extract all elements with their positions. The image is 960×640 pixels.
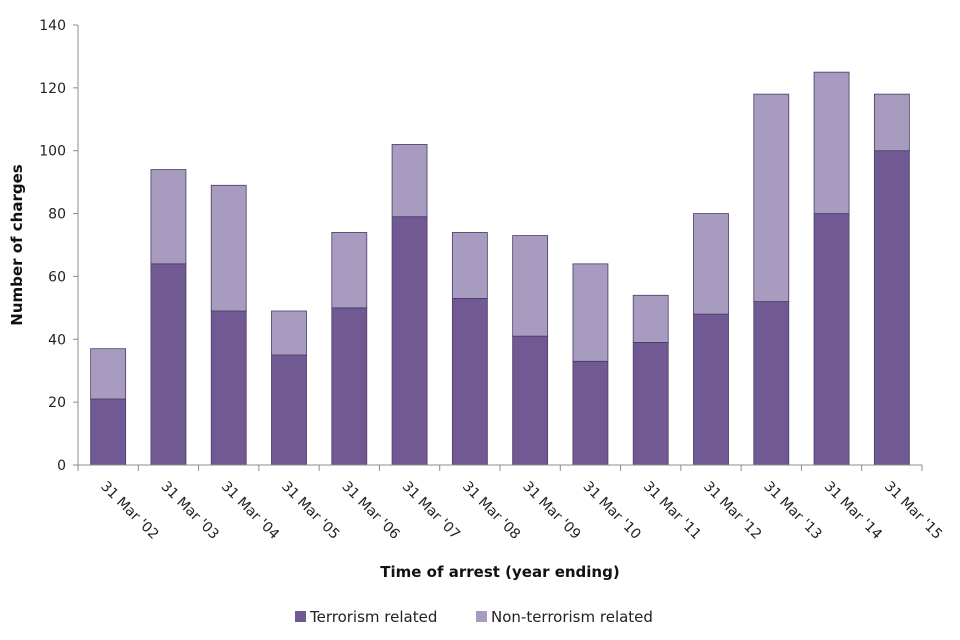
bar-terrorism-related (391, 216, 428, 466)
bar-terrorism-related (331, 307, 368, 466)
bar-non-terrorism-related (90, 348, 127, 400)
x-tick-label: 31 Mar '12 (700, 479, 764, 543)
bar-terrorism-related (873, 150, 910, 466)
x-tick-label: 31 Mar '06 (338, 479, 402, 543)
x-tick-label: 31 Mar '03 (158, 479, 222, 543)
bar-non-terrorism-related (451, 232, 488, 299)
bar-terrorism-related (632, 342, 669, 466)
x-tick-label: 31 Mar '14 (821, 479, 885, 543)
y-axis-title: Number of charges (8, 164, 26, 325)
bar-terrorism-related (512, 335, 549, 466)
legend-label-terrorism-related: Terrorism related (309, 608, 437, 626)
x-axis-title: Time of arrest (year ending) (380, 563, 619, 581)
x-tick-label: 31 Mar '10 (580, 479, 644, 543)
bar-non-terrorism-related (693, 213, 729, 315)
y-tick-label: 40 (48, 332, 66, 348)
bar-non-terrorism-related (391, 144, 428, 218)
x-tick-label: 31 Mar '04 (218, 479, 282, 543)
x-tick-label: 31 Mar '02 (97, 479, 161, 543)
y-tick-label: 120 (39, 81, 66, 97)
bar-non-terrorism-related (572, 263, 609, 362)
x-tick-label: 31 Mar '09 (519, 479, 583, 543)
x-tick-label: 31 Mar '07 (399, 479, 463, 543)
bar-terrorism-related (90, 398, 127, 466)
x-tick-label: 31 Mar '05 (278, 479, 342, 543)
bar-non-terrorism-related (632, 294, 669, 343)
legend-swatch-terrorism-related (295, 611, 306, 622)
y-tick-label: 80 (48, 207, 66, 223)
bar-non-terrorism-related (331, 232, 368, 309)
legend: Terrorism related Non-terrorism related (295, 608, 653, 626)
bar-non-terrorism-related (271, 310, 307, 356)
x-tick-label: 31 Mar '13 (760, 479, 824, 543)
bar-terrorism-related (451, 298, 488, 466)
bar-terrorism-related (150, 263, 187, 466)
x-tick-label: 31 Mar '08 (459, 479, 523, 543)
bar-non-terrorism-related (512, 235, 549, 337)
bar-terrorism-related (813, 213, 850, 466)
x-tick-label: 31 Mar '11 (640, 479, 704, 543)
bar-terrorism-related (753, 301, 790, 466)
bar-non-terrorism-related (753, 93, 790, 302)
bar-non-terrorism-related (813, 71, 850, 214)
legend-label-non-terrorism-related: Non-terrorism related (491, 608, 653, 626)
bar-terrorism-related (210, 310, 247, 466)
bar-terrorism-related (271, 354, 307, 466)
bar-non-terrorism-related (873, 93, 910, 152)
bar-terrorism-related (693, 313, 729, 466)
bar-non-terrorism-related (210, 184, 247, 312)
bar-terrorism-related (572, 360, 609, 466)
legend-swatch-non-terrorism-related (476, 611, 487, 622)
y-tick-label: 100 (39, 144, 66, 160)
y-tick-label: 20 (48, 395, 66, 411)
y-tick-label: 60 (48, 269, 66, 285)
y-axis: 0 20 40 60 80 100 120 140 (39, 18, 79, 474)
y-tick-label: 0 (57, 458, 66, 474)
x-tick-label: 31 Mar '15 (881, 479, 945, 543)
plot-area (90, 71, 910, 466)
bar-non-terrorism-related (150, 169, 187, 265)
y-tick-label: 140 (39, 18, 66, 34)
